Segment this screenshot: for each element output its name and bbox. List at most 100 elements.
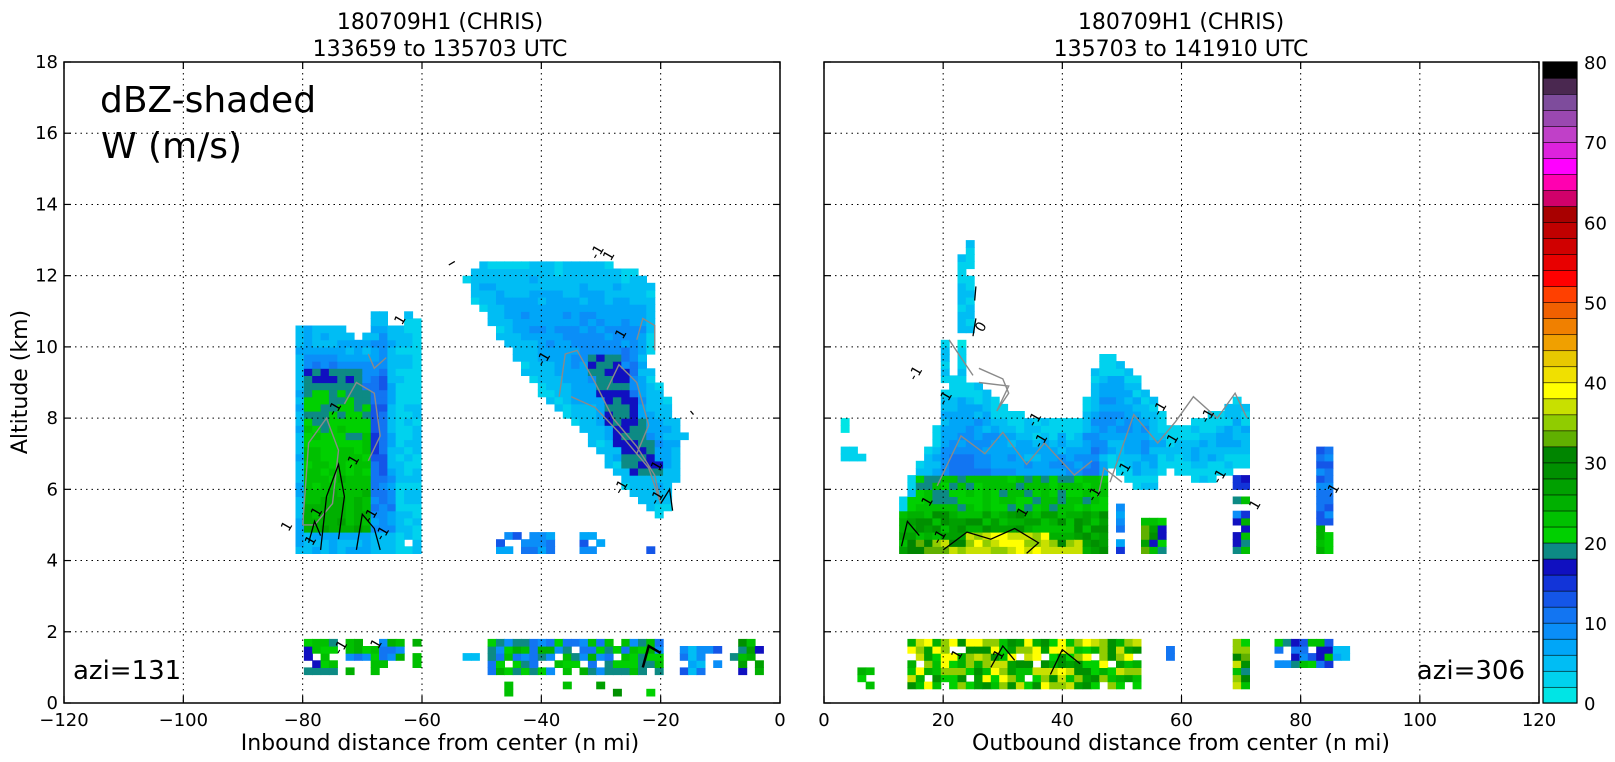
echo-cell xyxy=(1090,517,1100,526)
echo-cell xyxy=(504,681,514,690)
echo-cell xyxy=(1207,418,1217,426)
echo-cell xyxy=(1107,638,1117,647)
echo-cell xyxy=(1191,453,1200,462)
echo-cell xyxy=(924,446,933,455)
echo-cell xyxy=(1116,660,1125,668)
echo-cell xyxy=(512,261,522,270)
echo-cell xyxy=(345,382,355,391)
echo-cell xyxy=(612,446,622,455)
echo-cell xyxy=(521,646,530,654)
echo-cell xyxy=(596,411,606,419)
echo-cell xyxy=(1199,425,1209,433)
echo-cell xyxy=(512,667,522,676)
echo-cell xyxy=(1082,660,1092,668)
colorbar-tick-label: 80 xyxy=(1584,53,1607,74)
echo-cell xyxy=(754,646,764,654)
echo-cell xyxy=(671,475,681,483)
echo-cell xyxy=(1040,524,1050,533)
echo-cell xyxy=(370,453,380,462)
echo-cell xyxy=(604,460,614,469)
echo-cell xyxy=(362,375,372,384)
echo-cell xyxy=(571,418,581,426)
echo-cell xyxy=(638,460,647,469)
echo-cell xyxy=(529,311,539,319)
echo-cell xyxy=(1099,539,1109,547)
echo-cell xyxy=(579,318,589,327)
echo-cell xyxy=(1015,446,1025,455)
echo-cell xyxy=(621,418,631,426)
echo-cell xyxy=(1065,510,1075,519)
echo-cell xyxy=(328,524,338,533)
echo-cell xyxy=(587,332,597,341)
echo-cell xyxy=(1232,439,1242,448)
echo-cell xyxy=(1032,539,1042,547)
echo-cell xyxy=(320,653,330,661)
echo-cell xyxy=(345,638,355,647)
echo-cell xyxy=(604,282,614,291)
echo-cell xyxy=(1141,546,1150,554)
echo-cell xyxy=(612,425,622,433)
echo-cell xyxy=(1232,667,1242,676)
echo-cell xyxy=(1007,646,1017,654)
echo-cell xyxy=(940,496,950,505)
echo-cell xyxy=(965,496,975,505)
echo-cell xyxy=(412,332,422,341)
echo-cell xyxy=(1124,418,1134,426)
echo-cell xyxy=(379,517,388,526)
w-contour xyxy=(355,512,381,551)
echo-cell xyxy=(957,318,967,327)
echo-cell xyxy=(629,346,639,355)
echo-cell xyxy=(412,389,422,398)
w-contour xyxy=(1049,648,1081,675)
echo-cell xyxy=(387,460,397,469)
echo-cell xyxy=(949,432,958,441)
echo-cell xyxy=(320,368,330,376)
colorbar-cell xyxy=(1542,478,1578,496)
echo-cell xyxy=(671,468,681,476)
echo-cell xyxy=(328,339,338,348)
echo-cell xyxy=(940,524,950,533)
echo-cell xyxy=(596,325,606,334)
echo-cell xyxy=(957,653,967,661)
echo-cell xyxy=(387,475,397,483)
echo-cell xyxy=(965,638,975,647)
echo-cell xyxy=(957,403,967,412)
echo-cell xyxy=(1124,375,1134,384)
echo-cell xyxy=(629,432,639,441)
echo-cell xyxy=(320,546,330,554)
echo-cell xyxy=(571,282,581,291)
echo-cell xyxy=(965,517,975,526)
echo-cell xyxy=(1132,482,1142,490)
echo-cell xyxy=(354,453,363,462)
echo-cell xyxy=(932,496,942,505)
echo-cell xyxy=(1316,660,1326,668)
echo-cell xyxy=(1124,411,1134,419)
echo-cell xyxy=(345,354,355,362)
echo-cell xyxy=(1241,418,1250,426)
echo-cell xyxy=(354,361,363,369)
echo-cell xyxy=(638,318,647,327)
echo-cell xyxy=(738,660,748,668)
echo-cell xyxy=(932,439,942,448)
echo-cell xyxy=(537,325,547,334)
echo-cell xyxy=(562,396,572,405)
echo-cell xyxy=(646,304,656,312)
echo-cell xyxy=(320,475,330,483)
echo-cell xyxy=(512,346,522,355)
echo-cell xyxy=(1207,453,1217,462)
echo-cell xyxy=(1024,503,1034,512)
echo-cell xyxy=(621,375,631,384)
contour-label: 1 xyxy=(278,519,296,535)
echo-cell xyxy=(679,667,689,676)
w-contour xyxy=(936,431,1093,487)
echo-cell xyxy=(337,432,347,441)
echo-cell xyxy=(621,475,631,483)
echo-cell xyxy=(1191,439,1200,448)
echo-cell xyxy=(345,446,355,455)
echo-cell xyxy=(663,446,673,455)
echo-cell xyxy=(1166,446,1175,455)
echo-cell xyxy=(571,297,581,305)
colorbar-cell xyxy=(1542,270,1578,287)
echo-cell xyxy=(646,411,656,419)
echo-cell xyxy=(395,468,405,476)
